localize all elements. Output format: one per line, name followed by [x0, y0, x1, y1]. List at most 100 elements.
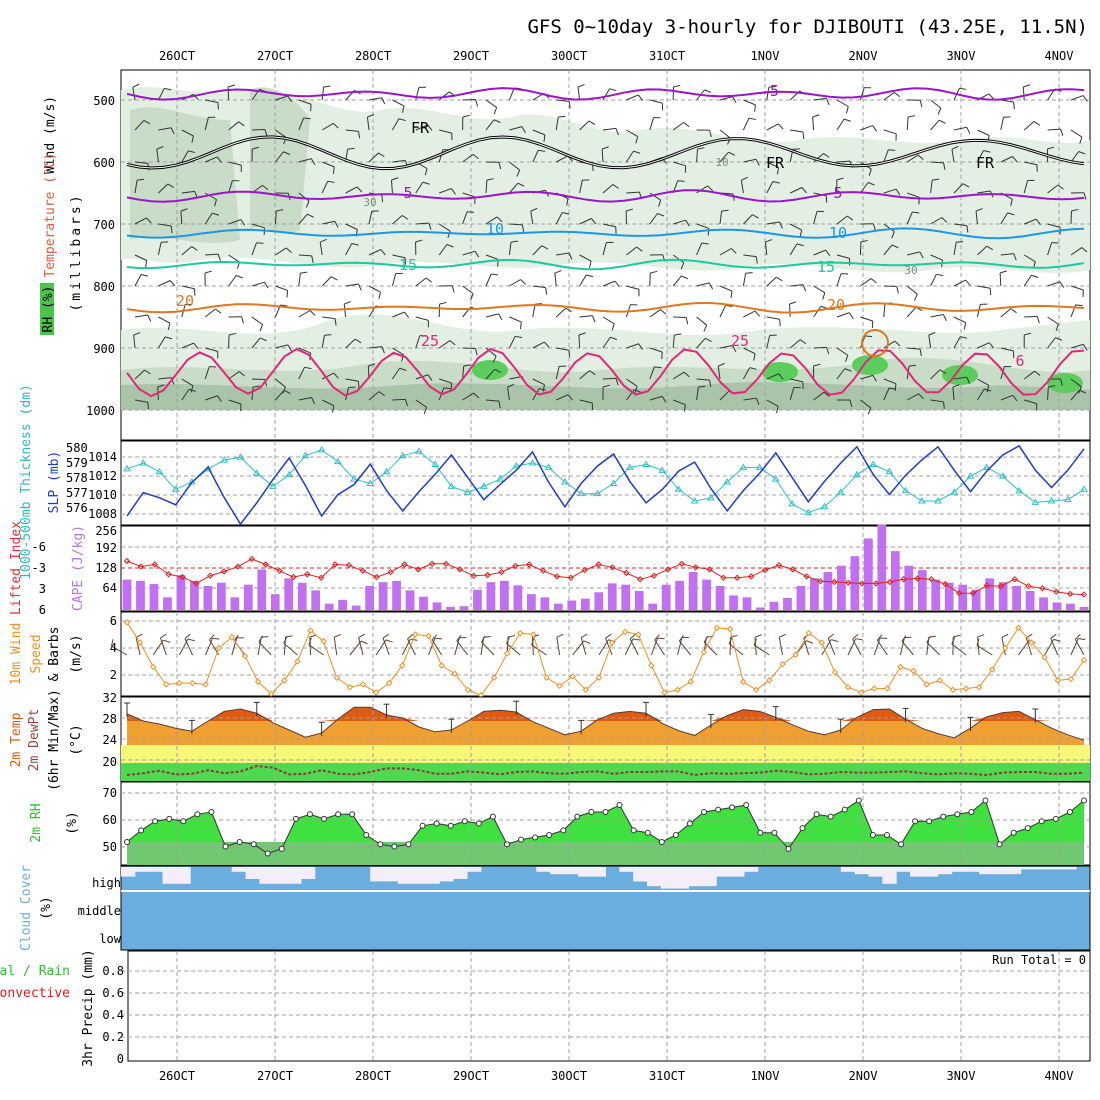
wind-barb: [485, 399, 499, 402]
wind-barb: [1048, 385, 1056, 388]
wind-barb: [530, 207, 538, 212]
wind-barb: [932, 178, 940, 181]
surface-wind-barb: [358, 633, 365, 638]
li-marker: [262, 561, 269, 568]
high-cloud-gap: [259, 867, 274, 884]
wind-barb: [728, 151, 736, 156]
wind-barb: [1013, 253, 1017, 261]
wind-barb: [836, 177, 844, 181]
contour-label: 15: [817, 258, 835, 276]
wind-barb: [241, 316, 245, 324]
cape-bar: [446, 606, 455, 610]
wind-barb: [275, 129, 287, 138]
contour-label: 5: [833, 184, 842, 202]
wind-barb: [1070, 343, 1084, 349]
surface-wind-barb: [830, 639, 838, 642]
rh2m-marker: [785, 845, 792, 852]
wind-barb: [1024, 161, 1038, 166]
isotherm-10: [126, 227, 1085, 240]
high-cloud-gap: [647, 867, 662, 887]
wind-barb: [867, 407, 872, 415]
rh2m-marker: [701, 808, 708, 815]
surface-wind-barb: [753, 638, 757, 646]
cape-bar: [985, 578, 995, 610]
surface-wind-barb: [258, 641, 272, 656]
wind-speed-marker: [176, 679, 183, 687]
wind-barb: [685, 317, 689, 325]
wind-barb: [953, 126, 967, 131]
wind-barb: [415, 239, 423, 243]
wind-barb: [392, 347, 404, 356]
wind-speed-marker: [805, 629, 812, 637]
surface-wind-barb: [233, 634, 239, 641]
wind-barb: [1024, 315, 1038, 318]
slp-axis: 1014 1012 1010 1008: [88, 450, 117, 521]
rh2m-tick: 70: [103, 786, 117, 800]
wind-barb: [956, 241, 964, 243]
li-marker: [512, 562, 519, 570]
wind-barb: [321, 335, 325, 349]
wind-barb: [1047, 386, 1049, 401]
wind-barb: [1055, 337, 1063, 341]
wind-barb: [392, 398, 406, 401]
wind-barb: [215, 308, 222, 314]
wind-barb: [378, 391, 385, 397]
wind-speed-marker: [202, 681, 209, 688]
wind-barb: [158, 377, 172, 380]
high-cloud-gap: [591, 867, 606, 877]
surface-wind-barb: [184, 638, 194, 656]
wind-barb: [473, 392, 480, 399]
cape-bar: [742, 597, 752, 610]
li-marker: [706, 566, 713, 573]
wind-barb: [204, 366, 210, 380]
wind-barb: [1024, 399, 1037, 405]
wind-barb: [204, 117, 209, 131]
cape-bar: [877, 524, 887, 610]
wind-barb: [743, 99, 756, 106]
surface-wind-barb: [703, 635, 709, 643]
wind-barb: [626, 191, 640, 194]
rh2m-marker: [475, 820, 482, 827]
wind-barb: [259, 324, 263, 332]
rh2m-ylabel-units: (%): [65, 811, 80, 834]
wind-barb: [322, 316, 336, 320]
surface-wind-barb: [205, 638, 213, 656]
wind-speed-marker: [700, 648, 708, 656]
wind-speed-marker: [1054, 677, 1061, 684]
wind-barb: [1013, 101, 1015, 110]
li-marker: [1080, 591, 1088, 598]
li-marker: [886, 578, 894, 586]
wind-barb: [977, 129, 990, 136]
cape-bar: [540, 597, 550, 610]
wind-barb: [1047, 337, 1056, 349]
surface-wind-barb: [209, 634, 215, 640]
cape-bar: [1025, 591, 1035, 610]
contour-label: 25: [421, 332, 439, 350]
contour-label: 25: [731, 332, 749, 350]
wind-barb: [357, 283, 362, 291]
rh2m-marker: [152, 818, 159, 825]
wind-barb: [860, 374, 874, 380]
rh2m-marker: [124, 838, 130, 845]
wind-barb: [156, 146, 164, 150]
high-cloud-gap: [688, 867, 703, 887]
cape-bar: [338, 599, 348, 610]
li-marker: [734, 574, 741, 582]
li-marker: [664, 566, 672, 573]
cape-bar: [243, 584, 253, 610]
surface-wind-barb: [434, 637, 442, 640]
wind-barb: [836, 312, 850, 318]
wind-barb: [849, 399, 853, 407]
surface-wind-barb: [1001, 637, 1006, 656]
wind-barb: [519, 322, 522, 330]
high-cloud-gap: [176, 867, 191, 884]
li-marker: [526, 561, 533, 568]
wind-barb: [1070, 378, 1082, 388]
temp-tick: 20: [103, 755, 117, 769]
rh2m-marker: [757, 829, 764, 836]
wind-barb: [486, 178, 494, 181]
wind-barb: [719, 151, 729, 163]
thickness-marker: [885, 467, 894, 475]
cape-bar: [203, 585, 213, 610]
wind-barb: [772, 181, 780, 184]
